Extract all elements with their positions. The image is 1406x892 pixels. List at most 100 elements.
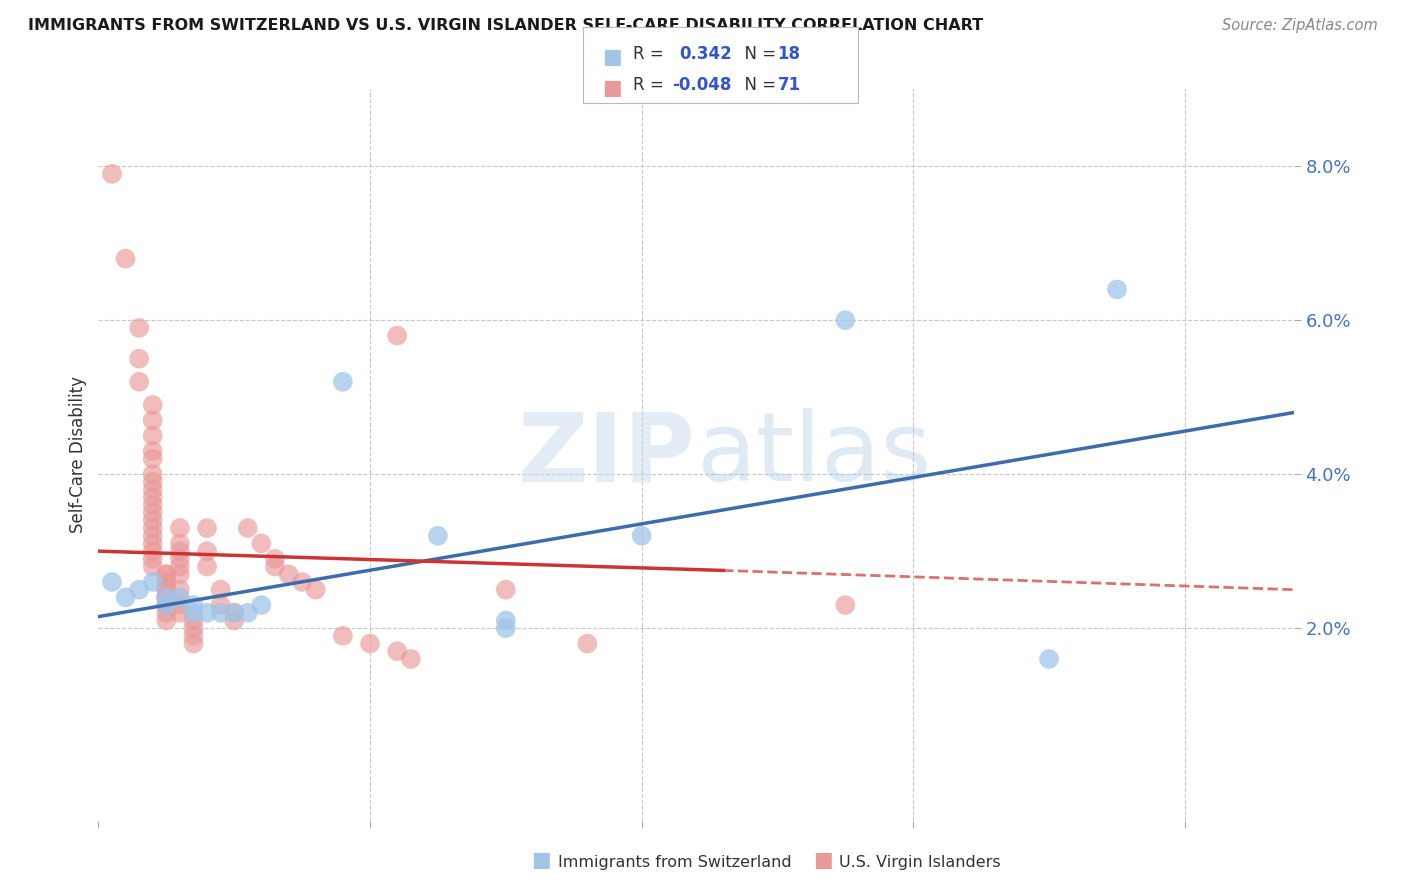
Point [495, 582, 517, 597]
Point [183, 621, 205, 635]
Point [142, 490, 165, 504]
Point [142, 529, 165, 543]
Point [195, 544, 218, 558]
Point [236, 606, 259, 620]
Point [264, 559, 287, 574]
Point [128, 351, 150, 366]
Point [169, 567, 191, 582]
Point [142, 574, 165, 589]
Point [277, 567, 299, 582]
Point [169, 606, 191, 620]
Point [114, 591, 136, 605]
Point [250, 536, 273, 550]
Point [385, 644, 409, 658]
Text: U.S. Virgin Islanders: U.S. Virgin Islanders [839, 855, 1001, 870]
Point [128, 321, 150, 335]
Point [264, 552, 287, 566]
Text: IMMIGRANTS FROM SWITZERLAND VS U.S. VIRGIN ISLANDER SELF-CARE DISABILITY CORRELA: IMMIGRANTS FROM SWITZERLAND VS U.S. VIRG… [28, 18, 983, 33]
Point [183, 606, 205, 620]
Point [183, 629, 205, 643]
Point [385, 328, 409, 343]
Text: 0.342: 0.342 [679, 45, 733, 63]
Point [195, 559, 218, 574]
Text: Immigrants from Switzerland: Immigrants from Switzerland [558, 855, 792, 870]
Point [834, 598, 856, 612]
Point [142, 444, 165, 458]
Point [195, 606, 218, 620]
Point [155, 591, 177, 605]
Point [155, 582, 177, 597]
Point [224, 606, 246, 620]
Text: 18: 18 [778, 45, 800, 63]
Text: N =: N = [734, 45, 782, 63]
Text: ■: ■ [531, 850, 551, 870]
Point [142, 536, 165, 550]
Point [209, 606, 232, 620]
Point [495, 614, 517, 628]
Point [142, 451, 165, 466]
Point [236, 521, 259, 535]
Point [142, 475, 165, 489]
Point [169, 591, 191, 605]
Point [630, 529, 652, 543]
Point [250, 598, 273, 612]
Point [426, 529, 449, 543]
Point [142, 521, 165, 535]
Point [155, 606, 177, 620]
Point [169, 559, 191, 574]
Point [183, 614, 205, 628]
Text: Source: ZipAtlas.com: Source: ZipAtlas.com [1222, 18, 1378, 33]
Text: ■: ■ [602, 47, 621, 67]
Text: ■: ■ [602, 78, 621, 97]
Point [155, 582, 177, 597]
Point [1105, 282, 1128, 296]
Point [142, 544, 165, 558]
Point [142, 398, 165, 412]
Point [209, 582, 232, 597]
Point [183, 598, 205, 612]
Point [155, 591, 177, 605]
Point [169, 536, 191, 550]
Point [224, 606, 246, 620]
Point [155, 598, 177, 612]
Point [209, 598, 232, 612]
Point [169, 552, 191, 566]
Point [155, 598, 177, 612]
Point [155, 591, 177, 605]
Point [169, 598, 191, 612]
Point [169, 582, 191, 597]
Text: ■: ■ [813, 850, 832, 870]
Point [155, 614, 177, 628]
Text: atlas: atlas [696, 409, 931, 501]
Point [142, 552, 165, 566]
Point [495, 621, 517, 635]
Point [195, 521, 218, 535]
Text: ZIP: ZIP [517, 409, 696, 501]
Point [155, 574, 177, 589]
Text: 71: 71 [778, 76, 800, 94]
Point [169, 521, 191, 535]
Point [305, 582, 328, 597]
Point [114, 252, 136, 266]
Point [1038, 652, 1060, 666]
Point [142, 513, 165, 527]
Point [359, 636, 381, 650]
Point [291, 574, 314, 589]
Point [834, 313, 856, 327]
Text: N =: N = [734, 76, 782, 94]
Point [142, 413, 165, 427]
Point [142, 483, 165, 497]
Point [332, 375, 354, 389]
Point [128, 582, 150, 597]
Point [142, 428, 165, 442]
Point [576, 636, 599, 650]
Point [155, 598, 177, 612]
Point [101, 574, 124, 589]
Point [183, 636, 205, 650]
Point [155, 567, 177, 582]
Point [332, 629, 354, 643]
Point [155, 574, 177, 589]
Text: -0.048: -0.048 [672, 76, 731, 94]
Point [142, 467, 165, 482]
Point [142, 559, 165, 574]
